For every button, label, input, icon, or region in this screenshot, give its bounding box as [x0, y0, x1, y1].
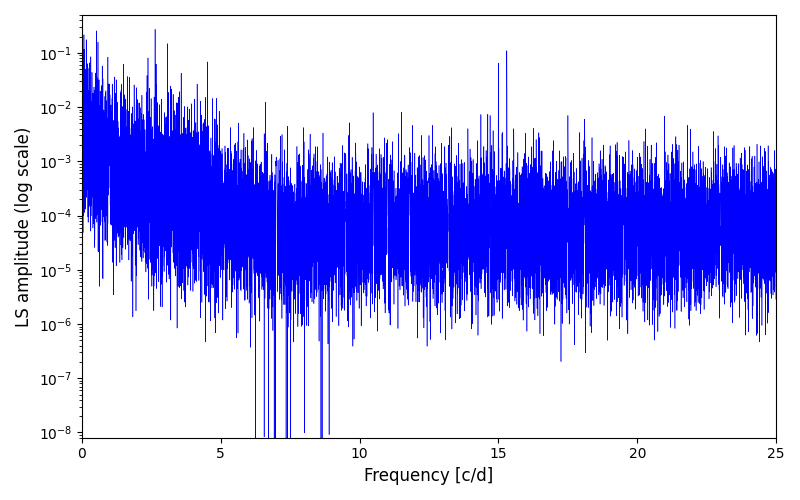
X-axis label: Frequency [c/d]: Frequency [c/d]	[364, 467, 494, 485]
Y-axis label: LS amplitude (log scale): LS amplitude (log scale)	[15, 126, 33, 326]
